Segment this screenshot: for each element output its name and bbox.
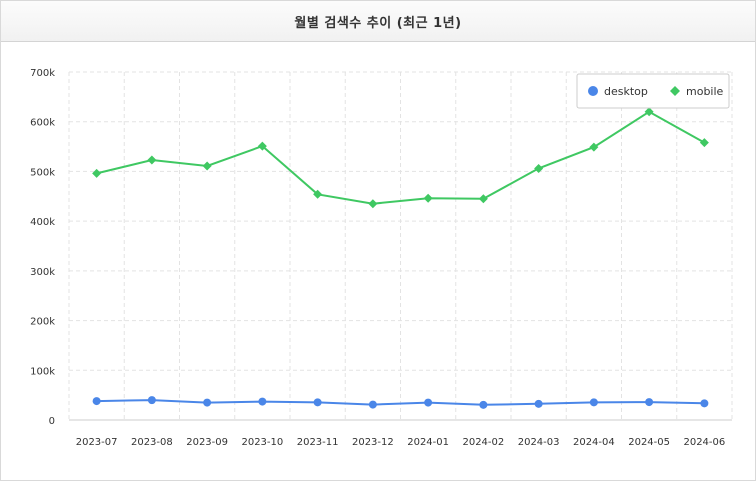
- data-point-mobile: [92, 168, 102, 178]
- x-tick-label: 2023-08: [131, 437, 173, 448]
- series-line-desktop: [96, 399, 705, 406]
- x-tick-label: 2024-05: [628, 437, 670, 448]
- data-point-desktop: [424, 398, 433, 407]
- data-point-mobile: [423, 193, 433, 203]
- x-tick-label: 2023-07: [76, 437, 118, 448]
- x-tick-label: 2023-09: [186, 437, 228, 448]
- x-tick-label: 2024-03: [518, 437, 560, 448]
- y-tick-label: 200k: [30, 317, 55, 328]
- data-point-mobile: [699, 138, 709, 148]
- x-tick-label: 2023-10: [241, 437, 283, 448]
- legend-box: [576, 73, 730, 109]
- data-point-mobile: [313, 189, 323, 199]
- data-point-desktop: [700, 399, 709, 408]
- x-tick-label: 2023-11: [297, 437, 339, 448]
- data-point-desktop: [479, 400, 488, 409]
- x-tick-label: 2024-01: [407, 437, 449, 448]
- data-point-desktop: [645, 398, 654, 407]
- data-point-desktop: [258, 397, 267, 406]
- data-point-desktop: [589, 398, 598, 407]
- data-point-mobile: [368, 199, 378, 209]
- y-tick-label: 700k: [30, 68, 55, 79]
- x-tick-label: 2024-02: [462, 437, 504, 448]
- legend-label-mobile: mobile: [686, 85, 724, 98]
- data-point-desktop: [203, 398, 212, 407]
- chart-title: 월별 검색수 추이 (최근 1년): [294, 15, 462, 31]
- y-tick-label: 500k: [30, 167, 55, 178]
- y-tick-label: 400k: [30, 217, 55, 228]
- data-point-mobile: [534, 163, 544, 173]
- series-line-mobile: [96, 110, 705, 205]
- data-point-desktop: [534, 399, 543, 408]
- x-tick-label: 2023-12: [352, 437, 394, 448]
- legend-label-desktop: desktop: [604, 85, 648, 98]
- data-point-desktop: [92, 397, 101, 406]
- data-point-mobile: [478, 194, 488, 204]
- y-tick-label: 0: [49, 416, 55, 427]
- y-tick-label: 300k: [30, 267, 55, 278]
- data-point-desktop: [147, 396, 156, 405]
- data-point-desktop: [313, 398, 322, 407]
- panel-header: 월별 검색수 추이 (최근 1년): [1, 1, 755, 42]
- data-point-mobile: [644, 107, 654, 117]
- data-point-desktop: [368, 400, 377, 409]
- x-tick-label: 2024-04: [573, 437, 615, 448]
- data-point-mobile: [257, 141, 267, 151]
- legend-marker-desktop: [588, 86, 598, 96]
- line-chart: 0 100k 200k 300k 400k 500k 600k 700k 2023-07 2023…: [30, 68, 733, 448]
- legend-marker-mobile: [670, 86, 680, 96]
- y-tick-label: 600k: [30, 118, 55, 129]
- y-tick-label: 100k: [30, 366, 55, 377]
- data-point-mobile: [589, 142, 599, 152]
- x-tick-label: 2024-06: [683, 437, 725, 448]
- data-point-mobile: [147, 155, 157, 165]
- data-point-mobile: [202, 161, 212, 171]
